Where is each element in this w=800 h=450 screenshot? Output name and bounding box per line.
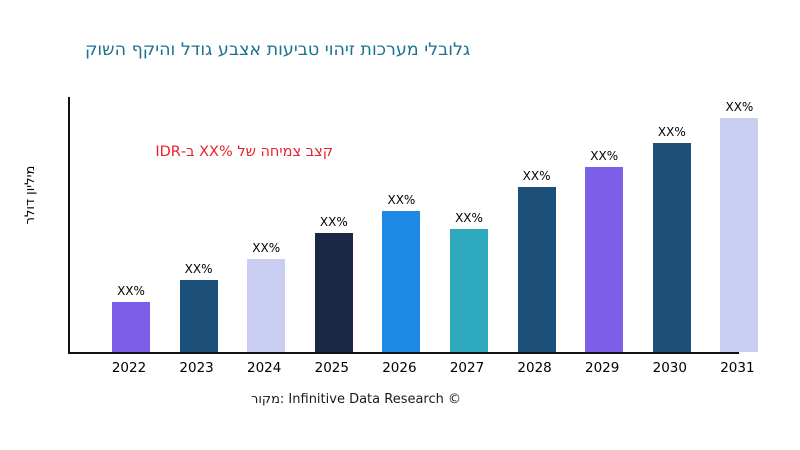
bar — [112, 302, 150, 352]
bar — [247, 259, 286, 352]
bar-group-2026: XX% — [368, 193, 434, 352]
bar-value-label: XX% — [319, 215, 348, 229]
chart-title: גלובלי מערכות זיהוי טביעות אצבע גודל והי… — [85, 40, 471, 60]
bar-value-label: XX% — [725, 100, 754, 114]
x-tick-label: 2029 — [585, 360, 620, 376]
bar-group-2022: XX% — [98, 284, 164, 352]
bar-group-2030: XX% — [639, 125, 705, 352]
bar — [382, 211, 421, 352]
bar-group-2023: XX% — [166, 262, 232, 352]
source-footer: מקור: Infinitive Data Research © — [250, 392, 462, 407]
x-tick-label: 2028 — [517, 360, 552, 376]
x-tick-labels: 2022 2023 2024 2025 2026 2027 2028 2029 2030 2031 — [0, 360, 800, 380]
bar — [179, 280, 218, 352]
y-axis-label: מיליון דולר — [23, 165, 38, 225]
bar-value-label: XX% — [522, 169, 551, 183]
bar — [720, 118, 759, 352]
bar-value-label: XX% — [252, 241, 281, 255]
x-tick-label: 2024 — [247, 360, 282, 376]
bar-value-label: XX% — [387, 193, 416, 207]
bars-layer: XX% XX% XX% XX% XX% XX% XX% XX% XX% XX% — [70, 97, 770, 352]
bar-group-2028: XX% — [504, 169, 570, 352]
bar — [517, 187, 556, 352]
x-tick-label: 2026 — [382, 360, 417, 376]
x-tick-label: 2031 — [720, 360, 755, 376]
bar-group-2029: XX% — [571, 149, 637, 352]
plot-area: XX% XX% XX% XX% XX% XX% XX% XX% XX% XX% — [68, 97, 759, 354]
bar-value-label: XX% — [117, 284, 145, 298]
bar-value-label: XX% — [590, 149, 619, 163]
x-tick-label: 2030 — [652, 360, 687, 376]
bar — [450, 229, 488, 352]
bar-value-label: XX% — [657, 125, 686, 139]
bar-group-2025: XX% — [301, 215, 367, 352]
bar-group-2027: XX% — [436, 211, 502, 352]
growth-annotation: קצב צמיחה של %XX ב-IDR — [155, 144, 333, 160]
bar — [314, 233, 353, 352]
bar — [585, 167, 624, 352]
bar-value-label: XX% — [455, 211, 483, 225]
x-tick-label: 2027 — [449, 360, 485, 376]
bar-group-2031: XX% — [706, 100, 772, 352]
x-tick-label: 2023 — [179, 360, 214, 376]
x-tick-label: 2022 — [111, 360, 147, 376]
bar-group-2024: XX% — [233, 241, 299, 352]
bar — [652, 143, 691, 352]
bar-value-label: XX% — [184, 262, 213, 276]
x-tick-label: 2025 — [314, 360, 349, 376]
